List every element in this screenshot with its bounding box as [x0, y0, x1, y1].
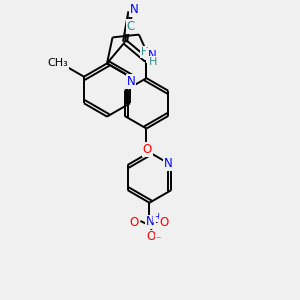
Text: N: N	[127, 75, 135, 88]
Text: O: O	[160, 216, 169, 230]
Text: N: N	[130, 3, 139, 16]
Text: C: C	[127, 20, 135, 33]
Text: ⁻: ⁻	[156, 235, 161, 245]
Text: N: N	[146, 215, 155, 228]
Text: O: O	[147, 230, 156, 243]
Text: H: H	[149, 57, 158, 67]
Text: +: +	[154, 212, 161, 221]
Text: O: O	[130, 216, 139, 230]
Text: CH₃: CH₃	[47, 58, 68, 68]
Text: N: N	[164, 158, 172, 170]
Text: N: N	[147, 50, 156, 62]
Text: H: H	[141, 47, 149, 57]
Text: O: O	[143, 142, 152, 156]
